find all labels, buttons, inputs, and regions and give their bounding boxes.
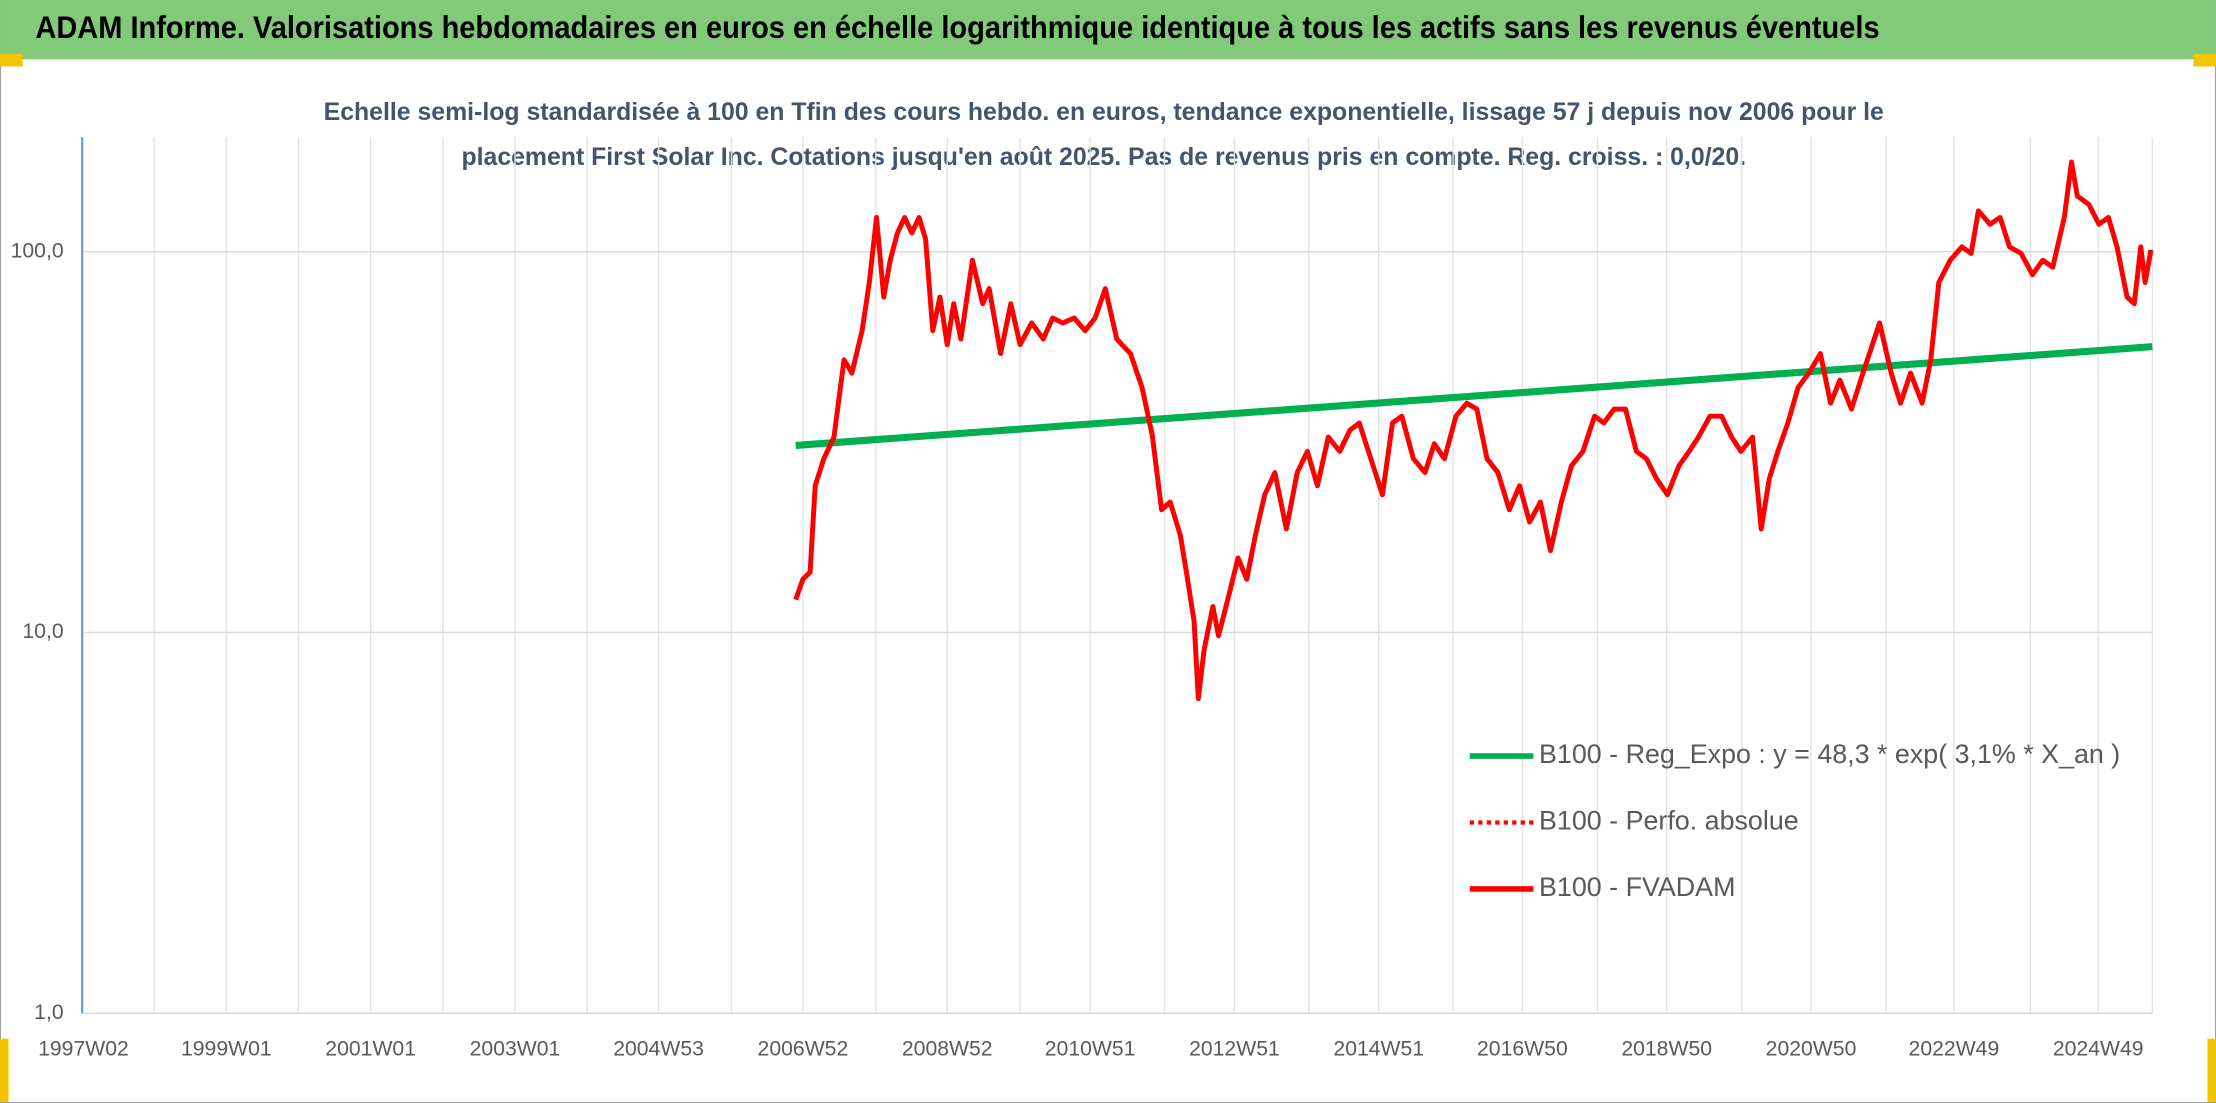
- corner: [0, 1038, 9, 1103]
- legend-label: B100 - FVADAM: [1539, 872, 1735, 902]
- x-tick-label: 2003W01: [470, 1038, 561, 1061]
- corner: [2193, 53, 2216, 67]
- x-tick-label: 2010W51: [1045, 1038, 1136, 1061]
- x-tick-label: 2018W50: [1621, 1038, 1712, 1061]
- x-tick-label: 1997W02: [38, 1038, 129, 1061]
- x-tick-label: 2016W50: [1477, 1038, 1568, 1061]
- series-line: [795, 343, 2153, 449]
- x-tick-label: 2014W51: [1333, 1038, 1424, 1061]
- corner: [0, 53, 23, 67]
- x-tick-label: 2004W53: [613, 1038, 704, 1061]
- chart-subtitle: Echelle semi-log standardisée à 100 en T…: [324, 98, 1884, 126]
- legend-label: B100 - Reg_Expo : y = 48,3 * exp( 3,1% *…: [1539, 739, 2120, 769]
- x-tick-label: 2012W51: [1189, 1038, 1280, 1061]
- chart-title: ADAM Informe. Valorisations hebdomadaire…: [35, 10, 1879, 45]
- legend-label: B100 - Perfo. absolue: [1539, 806, 1799, 836]
- x-tick-label: 2020W50: [1766, 1038, 1857, 1061]
- y-tick-label: 10,0: [22, 620, 63, 643]
- x-tick-label: 2001W01: [325, 1038, 416, 1061]
- chart-subtitle: placement First Solar Inc. Cotations jus…: [461, 143, 1746, 171]
- x-tick-label: 2024W49: [2053, 1038, 2144, 1061]
- x-tick-label: 1999W01: [181, 1038, 272, 1061]
- x-tick-label: 2022W49: [1909, 1038, 2000, 1061]
- series-line: [793, 159, 2154, 702]
- y-tick-label: 1,0: [34, 1001, 63, 1024]
- title-bar: [0, 0, 2216, 60]
- y-tick-label: 100,0: [11, 239, 64, 262]
- x-tick-label: 2006W52: [758, 1038, 849, 1061]
- x-tick-label: 2008W52: [902, 1038, 993, 1061]
- corner: [2207, 1038, 2216, 1103]
